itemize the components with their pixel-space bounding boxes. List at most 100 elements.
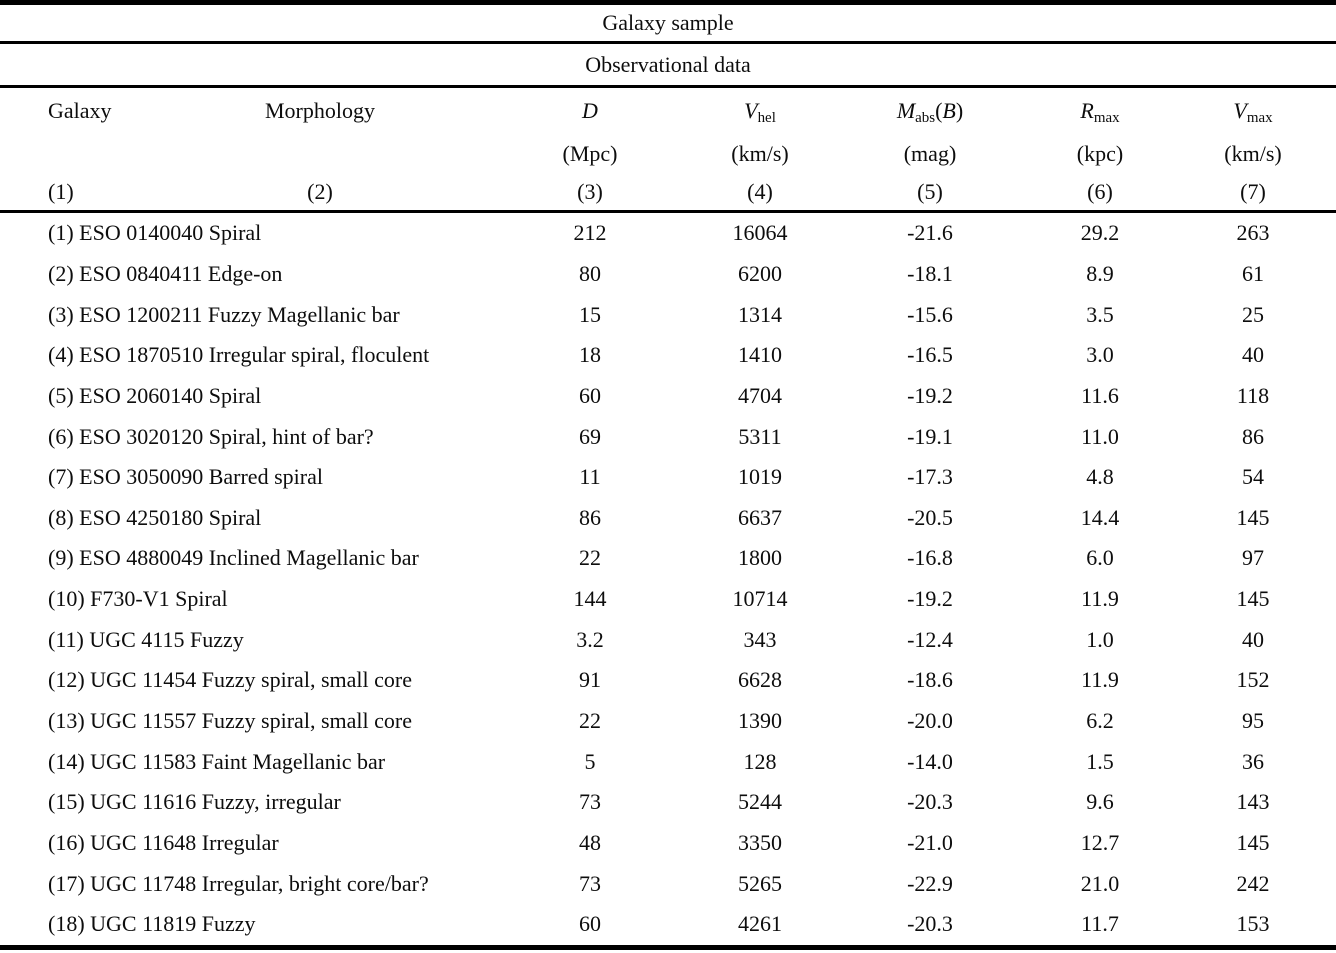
mabs-cell: -19.2 bbox=[907, 586, 953, 612]
galaxy-name-cell: (2) ESO 0840411 Edge-on bbox=[0, 254, 490, 295]
galaxy-name-cell: (5) ESO 2060140 Spiral bbox=[0, 376, 490, 417]
vmax-cell: 263 bbox=[1236, 220, 1270, 246]
galaxy-morphology: Irregular bbox=[201, 829, 279, 855]
galaxy-id: (5) ESO 2060140 bbox=[48, 382, 204, 408]
vhel-cell: 1390 bbox=[738, 708, 782, 733]
rmax-cell: 14.4 bbox=[1080, 504, 1120, 530]
vmax-cell: 143 bbox=[1236, 789, 1270, 815]
rmax-cell: 3.5 bbox=[1086, 301, 1114, 327]
colnum-3: (3) bbox=[490, 174, 690, 213]
galaxy-id: (15) UGC 11616 bbox=[48, 789, 197, 815]
d-cell: 22 bbox=[579, 545, 601, 571]
vhel-cell: 1019 bbox=[738, 464, 782, 490]
vhel-cell: 1314 bbox=[738, 301, 782, 327]
var-subscript: hel bbox=[757, 109, 776, 126]
galaxy-morphology: Spiral, hint of bar? bbox=[208, 423, 374, 449]
d-cell: 212 bbox=[573, 220, 607, 246]
galaxy-row: (18) UGC 11819 Fuzzy 60 4261 -20.3 11.7 … bbox=[0, 904, 1336, 947]
vhel-cell: 5311 bbox=[738, 423, 782, 449]
vmax-cell: 40 bbox=[1242, 626, 1264, 652]
rmax-cell: 6.2 bbox=[1086, 708, 1114, 733]
var-subscript: max bbox=[1246, 109, 1273, 126]
paren-var: B bbox=[942, 98, 956, 123]
galaxy-name-cell: (6) ESO 3020120 Spiral, hint of bar? bbox=[0, 416, 490, 457]
paren-open: ( bbox=[935, 98, 943, 123]
galaxy-row: (3) ESO 1200211 Fuzzy Magellanic bar 15 … bbox=[0, 294, 1336, 335]
galaxy-morphology: Inclined Magellanic bar bbox=[208, 545, 419, 571]
galaxy-morphology: Fuzzy spiral, small core bbox=[201, 708, 412, 733]
galaxy-morphology: Spiral bbox=[175, 586, 228, 612]
rmax-cell: 11.6 bbox=[1081, 382, 1119, 408]
galaxy-row: (14) UGC 11583 Faint Magellanic bar 5 12… bbox=[0, 741, 1336, 782]
galaxy-morphology: Fuzzy spiral, small core bbox=[201, 667, 412, 693]
galaxy-id: (7) ESO 3050090 bbox=[48, 464, 204, 490]
vhel-cell: 6637 bbox=[738, 504, 782, 530]
galaxy-row: (6) ESO 3020120 Spiral, hint of bar? 69 … bbox=[0, 416, 1336, 457]
vmax-cell: 40 bbox=[1242, 342, 1264, 368]
galaxy-row: (8) ESO 4250180 Spiral 86 6637 -20.5 14.… bbox=[0, 497, 1336, 538]
vmax-cell: 145 bbox=[1236, 586, 1270, 612]
d-cell: 11 bbox=[579, 464, 601, 490]
unit-vhel: (km/s) bbox=[731, 141, 789, 166]
var-symbol: R bbox=[1080, 98, 1094, 123]
unit-vmax: (km/s) bbox=[1224, 141, 1282, 166]
table-title: Galaxy sample bbox=[0, 2, 1336, 44]
var-symbol: V bbox=[744, 98, 758, 123]
galaxy-id: (10) F730-V1 bbox=[48, 586, 170, 612]
galaxy-row: (4) ESO 1870510 Irregular spiral, flocul… bbox=[0, 335, 1336, 376]
galaxy-morphology: Spiral bbox=[208, 504, 262, 530]
mabs-cell: -19.1 bbox=[907, 423, 953, 449]
vmax-cell: 36 bbox=[1242, 748, 1264, 774]
rmax-cell: 8.9 bbox=[1086, 260, 1114, 286]
galaxy-id: (6) ESO 3020120 bbox=[48, 423, 204, 449]
vmax-cell: 86 bbox=[1242, 423, 1264, 449]
vmax-cell: 242 bbox=[1236, 870, 1270, 896]
mabs-cell: -15.6 bbox=[907, 301, 953, 327]
galaxy-name-cell: (1) ESO 0140040 Spiral bbox=[0, 212, 490, 254]
vmax-cell: 153 bbox=[1236, 911, 1270, 937]
d-cell: 73 bbox=[579, 789, 601, 815]
galaxy-morphology: Fuzzy bbox=[201, 911, 256, 937]
galaxy-name-cell: (8) ESO 4250180 Spiral bbox=[0, 497, 490, 538]
galaxy-id: (17) UGC 11748 bbox=[48, 870, 197, 896]
rmax-cell: 6.0 bbox=[1086, 545, 1114, 571]
galaxy-id: (13) UGC 11557 bbox=[48, 708, 197, 733]
d-cell: 144 bbox=[573, 586, 607, 612]
galaxy-morphology: Fuzzy bbox=[189, 626, 244, 652]
galaxy-row: (7) ESO 3050090 Barred spiral 11 1019 -1… bbox=[0, 457, 1336, 498]
column-unit-row: (Mpc) (km/s) (mag) (kpc) (km/s) bbox=[0, 134, 1336, 174]
vhel-cell: 10714 bbox=[732, 586, 788, 612]
mabs-cell: -18.6 bbox=[907, 667, 953, 693]
galaxy-morphology: Spiral bbox=[208, 220, 262, 246]
galaxy-id: (18) UGC 11819 bbox=[48, 911, 197, 937]
galaxy-row: (1) ESO 0140040 Spiral 212 16064 -21.6 2… bbox=[0, 212, 1336, 254]
galaxy-id: (9) ESO 4880049 bbox=[48, 545, 204, 571]
table-title-row: Galaxy sample bbox=[0, 2, 1336, 44]
d-cell: 73 bbox=[579, 870, 601, 896]
var-subscript: max bbox=[1093, 109, 1120, 126]
vmax-cell: 152 bbox=[1236, 667, 1270, 693]
rmax-cell: 9.6 bbox=[1086, 789, 1114, 815]
colnum-5: (5) bbox=[830, 174, 1030, 213]
galaxy-name-cell: (14) UGC 11583 Faint Magellanic bar bbox=[0, 741, 490, 782]
galaxy-id: (3) ESO 1200211 bbox=[48, 301, 203, 327]
d-cell: 5 bbox=[584, 748, 596, 774]
unit-rmax: (kpc) bbox=[1076, 141, 1124, 166]
vhel-cell: 4261 bbox=[738, 911, 782, 937]
vhel-cell: 343 bbox=[743, 626, 777, 652]
colnum-7: (7) bbox=[1170, 174, 1336, 213]
mabs-cell: -22.9 bbox=[907, 870, 953, 896]
rmax-cell: 21.0 bbox=[1080, 870, 1120, 896]
d-cell: 69 bbox=[579, 423, 601, 449]
column-header-d: D bbox=[490, 87, 690, 135]
galaxy-id: (4) ESO 1870510 bbox=[48, 342, 204, 368]
galaxy-name-cell: (7) ESO 3050090 Barred spiral bbox=[0, 457, 490, 498]
mabs-cell: -21.0 bbox=[907, 829, 953, 855]
d-cell: 48 bbox=[579, 829, 601, 855]
rmax-cell: 3.0 bbox=[1086, 342, 1114, 368]
galaxy-row: (15) UGC 11616 Fuzzy, irregular 73 5244 … bbox=[0, 782, 1336, 823]
mabs-cell: -19.2 bbox=[907, 382, 953, 408]
colnum-1: (1) bbox=[0, 174, 150, 213]
vmax-cell: 145 bbox=[1236, 504, 1270, 530]
galaxy-id: (8) ESO 4250180 bbox=[48, 504, 204, 530]
